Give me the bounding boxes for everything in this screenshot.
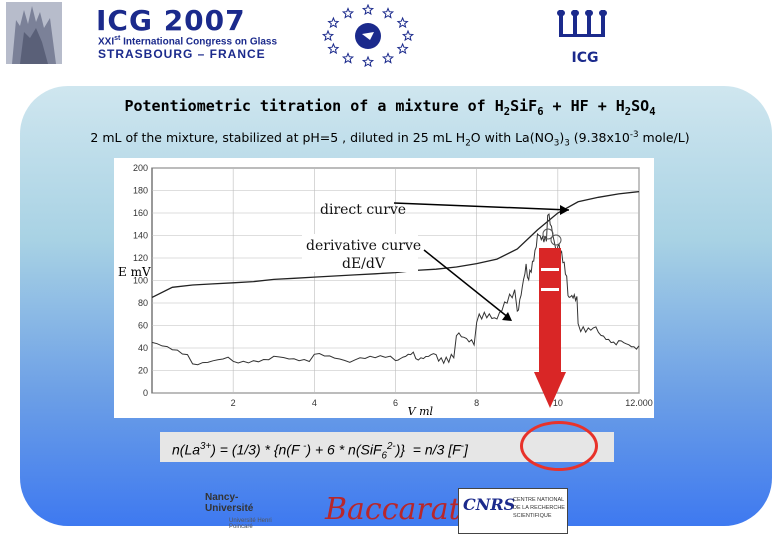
annotation-direct-curve: direct curve bbox=[320, 202, 406, 218]
nancy-universite-text: Nancy-Université bbox=[205, 492, 254, 514]
y-tick-label: 200 bbox=[133, 163, 148, 173]
derivative-curve-arrowhead bbox=[502, 312, 512, 321]
eu-star-icon bbox=[396, 16, 409, 29]
baccarat-logo: Baccarat bbox=[325, 492, 461, 527]
derivative-curve-line bbox=[151, 213, 640, 366]
y-tick-label: 140 bbox=[133, 231, 148, 241]
eu-star-icon bbox=[361, 55, 375, 68]
x-tick-label: 10 bbox=[553, 398, 563, 408]
direct-curve-pointer bbox=[393, 202, 570, 211]
y-tick-label: 120 bbox=[133, 253, 148, 263]
cathedral-logo-icon bbox=[6, 2, 62, 64]
x-axis-label: V ml bbox=[408, 405, 434, 418]
red-arrow-shaft bbox=[539, 248, 561, 373]
nancy-universite-logo: Nancy-Université Université Henri Poinca… bbox=[205, 492, 285, 532]
plot-frame bbox=[114, 158, 654, 418]
y-tick-label: 180 bbox=[133, 186, 148, 196]
eu-star-icon bbox=[327, 16, 340, 29]
x-tick-label: 8 bbox=[474, 398, 479, 408]
x-tick-label: 12.000 bbox=[625, 398, 653, 408]
cnrs-logo-caption: CENTRE NATIONAL DE LA RECHERCHE SCIENTIF… bbox=[513, 497, 565, 519]
slide-title: Potentiometric titration of a mixture of… bbox=[124, 97, 656, 118]
x-tick-label: 6 bbox=[393, 398, 398, 408]
eu-star-icon bbox=[381, 7, 395, 19]
inflection-marker-1 bbox=[542, 228, 554, 240]
eu-star-icon bbox=[341, 52, 355, 64]
congress-location: STRASBOURG – FRANCE bbox=[98, 47, 266, 61]
derivative-curve-pointer bbox=[423, 249, 510, 319]
red-arrowhead-icon bbox=[534, 372, 566, 408]
y-tick-label: 20 bbox=[138, 366, 148, 376]
annotation-derivative-curve: derivative curve bbox=[306, 238, 421, 254]
eu-star-icon bbox=[401, 29, 415, 42]
cnrs-logo: CNRS CENTRE NATIONAL DE LA RECHERCHE SCI… bbox=[458, 488, 568, 534]
eu-star-icon bbox=[396, 42, 409, 55]
congress-name: XXIst International Congress on Glass bbox=[98, 35, 278, 48]
direct-curve-arrowhead bbox=[560, 205, 569, 215]
eu-star-icon bbox=[361, 4, 375, 16]
eu-star-icon bbox=[381, 52, 395, 64]
eu-star-icon bbox=[327, 42, 340, 55]
cnrs-logo-text: CNRS bbox=[463, 495, 516, 514]
nancy-universite-subtext: Université Henri Poincaré bbox=[229, 518, 272, 530]
icg-logo-icon: ICG bbox=[557, 10, 607, 66]
eu-star-icon bbox=[321, 29, 335, 42]
icg-title: ICG 2007 bbox=[96, 4, 246, 37]
inflection-marker-2 bbox=[550, 234, 562, 246]
eu-stars-logo-icon bbox=[321, 4, 415, 68]
eu-star-icon bbox=[341, 7, 355, 19]
x-tick-label: 2 bbox=[231, 398, 236, 408]
x-tick-label: 4 bbox=[312, 398, 317, 408]
y-tick-label: 80 bbox=[138, 298, 148, 308]
y-axis-label: E mV bbox=[118, 265, 151, 279]
direct-curve-line bbox=[151, 190, 640, 298]
y-tick-label: 0 bbox=[143, 388, 148, 398]
y-tick-label: 60 bbox=[138, 321, 148, 331]
y-tick-label: 100 bbox=[133, 276, 148, 286]
slide-subtitle: 2 mL of the mixture, stabilized at pH=5 … bbox=[90, 130, 690, 149]
y-tick-label: 40 bbox=[138, 343, 148, 353]
highlight-ellipse bbox=[520, 421, 598, 471]
annotation-derivative-bg bbox=[302, 234, 418, 272]
annotation-dEdV: dE/dV bbox=[342, 256, 386, 272]
icg-logo-text: ICG bbox=[572, 50, 599, 66]
header: ICG 2007 XXIst International Congress on… bbox=[0, 0, 780, 72]
y-tick-label: 160 bbox=[133, 208, 148, 218]
